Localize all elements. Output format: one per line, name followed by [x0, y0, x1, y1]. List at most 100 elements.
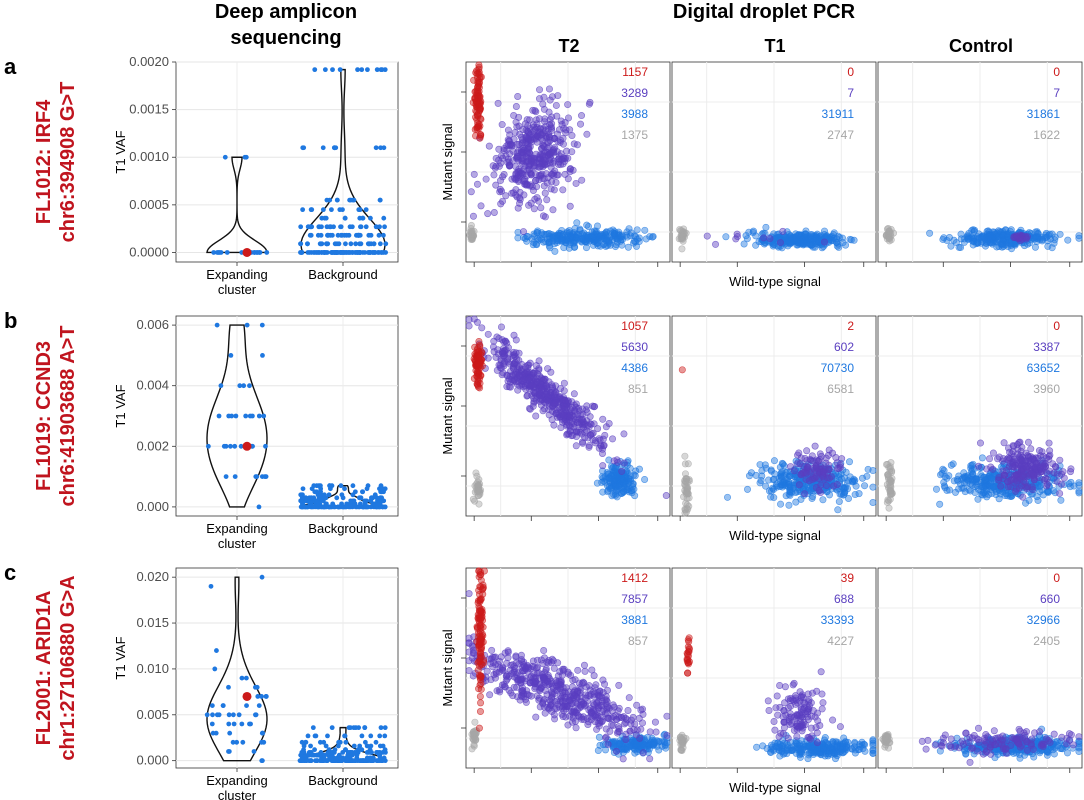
droplet-wildtype	[649, 232, 657, 240]
vaf-point-background	[342, 733, 348, 739]
vaf-point-expanding	[255, 694, 261, 699]
droplet-double-positive	[541, 189, 549, 197]
row-letter: a	[4, 54, 17, 79]
vaf-point-background	[322, 67, 328, 73]
droplet-double-positive	[1010, 455, 1018, 463]
vaf-point-background	[373, 145, 379, 151]
droplet-double-positive	[1024, 438, 1032, 446]
droplet-double-positive	[548, 148, 556, 156]
droplet-wildtype	[961, 488, 969, 496]
droplet-double-positive	[530, 670, 538, 678]
droplet-double-positive	[583, 130, 591, 138]
droplet-wildtype	[767, 493, 775, 501]
droplet-wildtype	[533, 229, 541, 237]
vaf-point-background	[381, 145, 387, 151]
vaf-point-background	[373, 739, 379, 745]
droplet-double-positive	[569, 676, 577, 684]
droplet-double-positive	[539, 697, 547, 705]
droplet-double-positive	[609, 701, 617, 709]
droplet-double-positive	[517, 679, 525, 687]
droplet-double-positive	[535, 365, 543, 373]
droplet-double-positive	[545, 656, 553, 664]
droplet-double-positive	[626, 727, 634, 735]
droplet-double-positive	[662, 492, 670, 500]
droplet-wildtype	[620, 479, 628, 487]
droplet-double-positive	[590, 403, 598, 411]
droplet-double-positive	[550, 711, 558, 719]
col-header-t2: T2	[558, 36, 579, 56]
droplet-double-positive	[608, 721, 616, 729]
droplet-double-positive	[536, 163, 544, 171]
vaf-point-expanding	[244, 703, 249, 709]
droplet-wildtype	[797, 238, 805, 246]
droplet-double-positive	[1024, 452, 1032, 460]
droplet-mutant	[477, 699, 485, 707]
vaf-point-background	[350, 197, 356, 203]
ddpcr-count-label: 857	[628, 634, 648, 648]
vaf-point-background	[337, 67, 343, 73]
vaf-point-expanding	[214, 712, 220, 718]
droplet-double-positive	[541, 158, 549, 166]
droplet-double-positive	[526, 359, 534, 367]
droplet-double-positive	[535, 357, 543, 365]
vaf-y-axis-label: T1 VAF	[113, 384, 128, 427]
droplet-double-positive	[596, 436, 604, 444]
droplet-mutant	[478, 639, 486, 647]
droplet-wildtype	[951, 488, 959, 496]
droplet-wildtype	[932, 485, 940, 493]
droplet-wildtype	[869, 499, 877, 507]
droplet-empty	[679, 736, 687, 744]
vaf-point-background	[357, 495, 362, 501]
droplet-double-positive	[975, 462, 983, 470]
vaf-point-background	[307, 232, 313, 238]
droplet-double-positive	[541, 709, 549, 717]
droplet-double-positive	[615, 704, 623, 712]
droplet-double-positive	[652, 728, 660, 736]
vaf-point-background	[377, 733, 383, 739]
droplet-double-positive	[564, 101, 572, 109]
droplet-double-positive	[545, 85, 553, 93]
vaf-point-expanding	[214, 648, 219, 653]
droplet-wildtype	[560, 244, 568, 252]
droplet-mutant	[477, 673, 485, 681]
droplet-double-positive	[620, 459, 628, 467]
ddpcr-count-label: 3988	[621, 107, 648, 121]
droplet-double-positive	[986, 455, 994, 463]
vaf-point-background	[319, 241, 325, 247]
droplet-double-positive	[465, 322, 473, 330]
droplet-double-positive	[530, 205, 538, 213]
droplet-double-positive	[995, 476, 1003, 484]
row-label-variant: chr6:41903688 A>T	[57, 325, 79, 506]
vaf-point-expanding	[259, 574, 265, 580]
droplet-double-positive	[544, 397, 552, 405]
droplet-double-positive	[490, 348, 498, 356]
droplet-wildtype	[950, 236, 958, 244]
droplet-double-positive	[572, 442, 580, 450]
droplet-double-positive	[522, 133, 530, 141]
droplet-double-positive	[563, 431, 571, 439]
vaf-point-expanding	[220, 703, 226, 709]
droplet-double-positive	[573, 700, 581, 708]
droplet-wildtype	[790, 233, 798, 241]
vaf-point-expanding	[239, 721, 245, 727]
droplet-mutant	[476, 583, 484, 591]
droplet-double-positive	[541, 115, 549, 123]
vaf-point-background	[298, 241, 303, 247]
vaf-point-expanding	[236, 712, 242, 718]
vaf-point-background	[381, 215, 387, 221]
vaf-point-background	[377, 241, 383, 247]
vaf-point-background	[382, 725, 388, 731]
vaf-point-background	[329, 725, 335, 731]
droplet-double-positive	[833, 465, 841, 473]
droplet-mutant	[471, 95, 479, 103]
droplet-double-positive	[483, 667, 491, 675]
vaf-point-expanding	[209, 703, 215, 709]
vaf-point-background	[352, 489, 358, 495]
droplet-double-positive	[976, 439, 984, 447]
droplet-wildtype	[968, 461, 976, 469]
droplet-mutant	[476, 648, 484, 656]
